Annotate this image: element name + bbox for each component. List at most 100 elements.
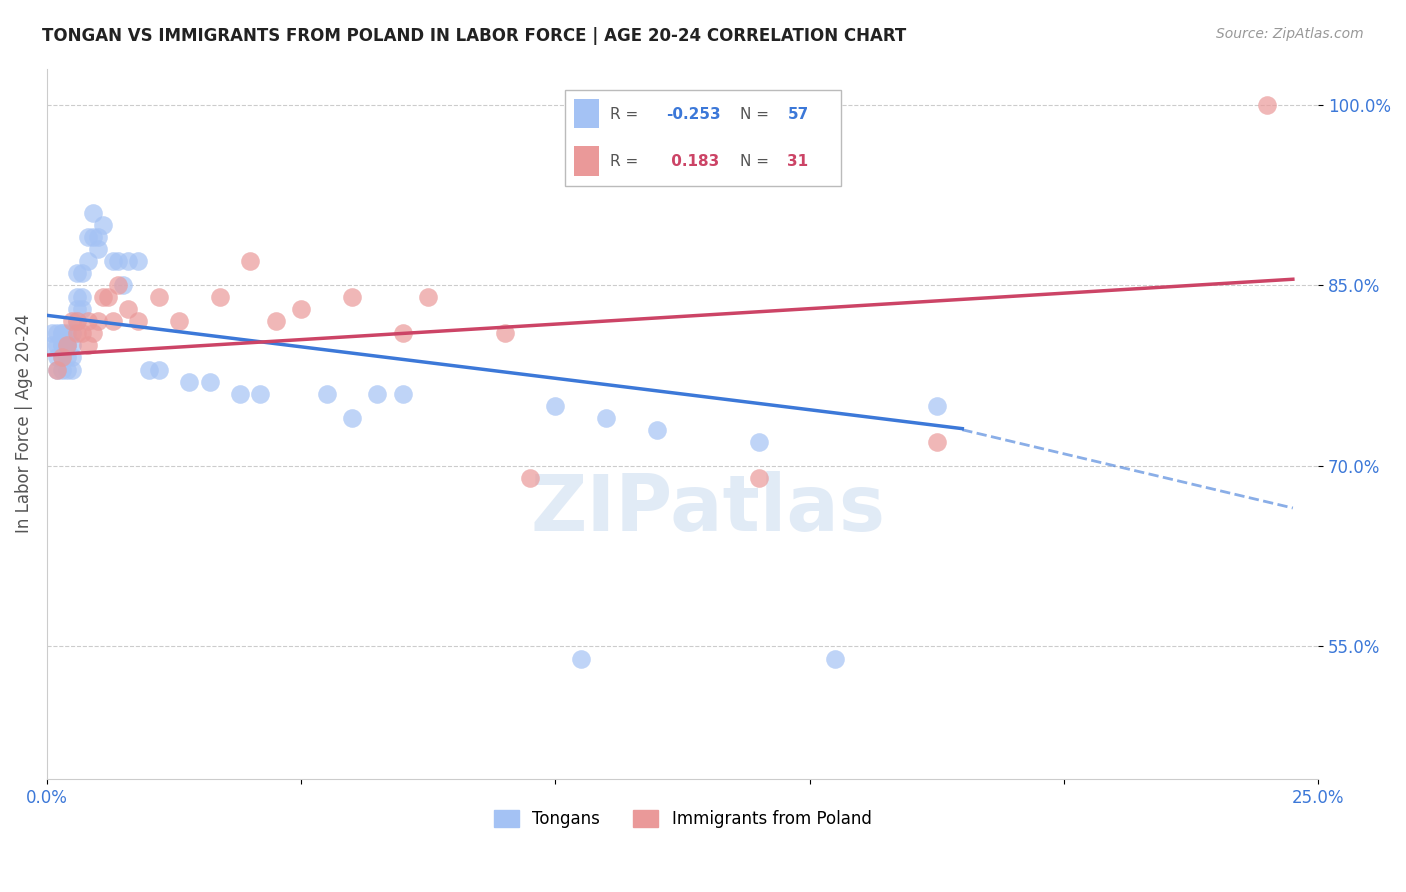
Point: [117, 302, 139, 317]
Point: [249, 386, 271, 401]
Point: [925, 434, 948, 449]
Point: [117, 254, 139, 268]
Point: [519, 471, 541, 485]
Point: [56, 338, 79, 352]
Point: [66, 314, 89, 328]
Point: [87, 230, 110, 244]
Point: [127, 314, 149, 328]
Point: [60, 326, 83, 341]
Point: [51, 326, 73, 341]
Point: [46, 326, 69, 341]
Text: -0.253: -0.253: [666, 107, 721, 122]
Point: [91, 218, 114, 232]
Legend: Tongans, Immigrants from Poland: Tongans, Immigrants from Poland: [486, 803, 879, 835]
Text: 31: 31: [787, 154, 808, 169]
Point: [56, 326, 79, 341]
Point: [101, 254, 124, 268]
Text: Source: ZipAtlas.com: Source: ZipAtlas.com: [1216, 27, 1364, 41]
Point: [56, 338, 79, 352]
Point: [107, 254, 129, 268]
Text: ZIPatlas: ZIPatlas: [530, 471, 886, 547]
Point: [76, 254, 98, 268]
Point: [198, 375, 221, 389]
Point: [60, 338, 83, 352]
Point: [824, 651, 846, 665]
Point: [66, 266, 89, 280]
Point: [494, 326, 516, 341]
Bar: [574, 146, 599, 176]
Point: [72, 290, 94, 304]
Point: [340, 410, 363, 425]
Point: [392, 386, 415, 401]
Point: [340, 290, 363, 304]
Point: [101, 314, 124, 328]
Text: R =: R =: [610, 107, 638, 122]
Point: [56, 362, 79, 376]
Point: [569, 651, 592, 665]
Point: [56, 338, 79, 352]
Point: [51, 351, 73, 365]
Point: [72, 302, 94, 317]
Point: [167, 314, 190, 328]
Point: [264, 314, 287, 328]
Point: [66, 290, 89, 304]
Point: [229, 386, 252, 401]
Point: [66, 314, 89, 328]
Point: [544, 399, 567, 413]
Point: [925, 399, 948, 413]
Point: [595, 410, 617, 425]
Point: [148, 290, 170, 304]
Point: [82, 326, 104, 341]
Point: [208, 290, 231, 304]
Point: [46, 362, 69, 376]
Point: [87, 314, 110, 328]
Text: R =: R =: [610, 154, 638, 169]
Point: [148, 362, 170, 376]
Point: [56, 351, 79, 365]
Point: [748, 471, 770, 485]
Point: [60, 351, 83, 365]
Point: [366, 386, 388, 401]
Point: [51, 338, 73, 352]
Bar: [574, 99, 599, 128]
Point: [290, 302, 312, 317]
Point: [239, 254, 262, 268]
Point: [91, 290, 114, 304]
Point: [127, 254, 149, 268]
Point: [315, 386, 337, 401]
Point: [179, 375, 201, 389]
Point: [46, 362, 69, 376]
Point: [97, 290, 120, 304]
Point: [51, 351, 73, 365]
Point: [392, 326, 415, 341]
Point: [645, 423, 668, 437]
Point: [112, 278, 135, 293]
Point: [66, 302, 89, 317]
Point: [748, 434, 770, 449]
Point: [51, 338, 73, 352]
Point: [46, 351, 69, 365]
Point: [138, 362, 160, 376]
Point: [82, 230, 104, 244]
Point: [72, 326, 94, 341]
Point: [1256, 97, 1278, 112]
Point: [418, 290, 440, 304]
Point: [60, 362, 83, 376]
Point: [66, 326, 89, 341]
Text: TONGAN VS IMMIGRANTS FROM POLAND IN LABOR FORCE | AGE 20-24 CORRELATION CHART: TONGAN VS IMMIGRANTS FROM POLAND IN LABO…: [42, 27, 907, 45]
Point: [87, 242, 110, 256]
Point: [51, 362, 73, 376]
Point: [76, 230, 98, 244]
Text: 0.183: 0.183: [666, 154, 720, 169]
Point: [41, 338, 63, 352]
Point: [76, 314, 98, 328]
Point: [107, 278, 129, 293]
Point: [76, 338, 98, 352]
Point: [41, 326, 63, 341]
Point: [46, 338, 69, 352]
FancyBboxPatch shape: [565, 90, 841, 186]
Point: [51, 326, 73, 341]
Point: [72, 266, 94, 280]
Text: N =: N =: [740, 154, 769, 169]
Y-axis label: In Labor Force | Age 20-24: In Labor Force | Age 20-24: [15, 314, 32, 533]
